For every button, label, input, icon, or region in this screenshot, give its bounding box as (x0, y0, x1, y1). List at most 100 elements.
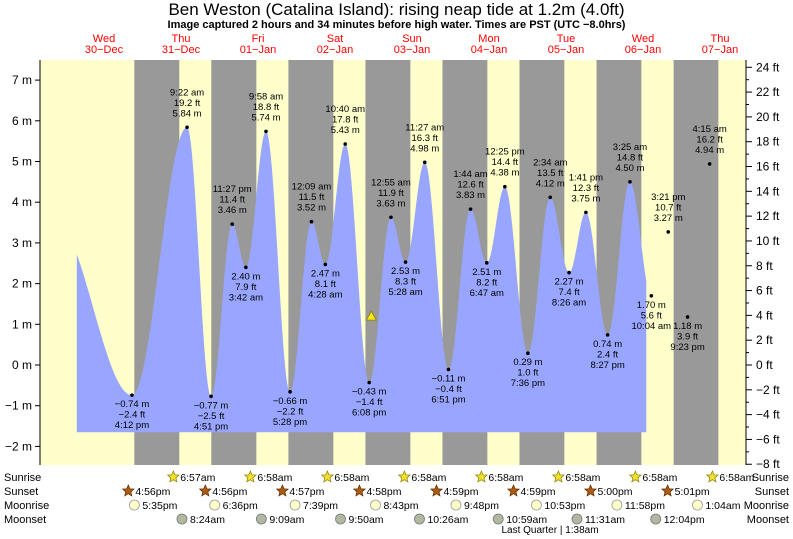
tide-extreme-label: 12:55 am (371, 177, 411, 188)
sunset-icon (352, 484, 367, 497)
left-axis-tick-label: 2 m (12, 277, 32, 291)
tide-extreme-label: 17.8 ft (332, 114, 359, 125)
moonrise-icon (531, 499, 542, 511)
tide-extreme-label: 5:28 am (388, 287, 422, 298)
tide-extreme-label: −1.4 ft (356, 397, 383, 408)
sunrise-icon (705, 470, 719, 483)
tide-extreme-label: 5.43 m (331, 125, 360, 136)
moonset-time: 10:26am (427, 514, 468, 526)
right-axis-tick-label: −2 ft (756, 383, 780, 397)
tide-extreme-label: 9:22 am (170, 87, 204, 98)
sunrise-time: 6:58am (642, 472, 677, 484)
day-label-weekday: Sat (327, 33, 344, 45)
tide-extreme-label: −2.5 ft (198, 411, 225, 422)
day-label-weekday: Mon (478, 33, 499, 45)
tide-extreme-label: 3.27 m (654, 213, 683, 224)
tide-extreme-point (567, 270, 571, 275)
tide-extreme-label: 2.27 m (555, 277, 584, 288)
moonrise-icon (209, 499, 221, 511)
moonset-time: 10:59am (506, 514, 547, 526)
tide-extreme-point (323, 262, 328, 267)
tide-extreme-label: −0.74 m (115, 399, 150, 410)
right-axis-tick-label: 24 ft (756, 60, 780, 74)
tide-extreme-label: 12.3 ft (573, 183, 600, 194)
tide-extreme-point (548, 195, 553, 200)
night-band (673, 60, 719, 465)
moonset-time: 12:04pm (664, 514, 705, 526)
left-axis-tick-label: −2 m (5, 439, 32, 453)
tide-extreme-label: 18.8 ft (253, 102, 280, 113)
tide-extreme-label: 3.75 m (571, 193, 600, 204)
tide-extreme-label: 4:51 pm (194, 421, 228, 432)
day-label-weekday: Wed (93, 33, 115, 45)
tide-extreme-label: 1.0 ft (517, 368, 538, 379)
sunset-time: 4:57pm (289, 486, 324, 498)
tide-extreme-label: 5.74 m (251, 112, 280, 123)
moonset-icon (255, 513, 267, 525)
almanac-layer: Sunrise Sunrise Sunset Sunset Moonrise Moonri… (4, 470, 789, 536)
tide-extreme-label: 4.50 m (615, 163, 644, 174)
left-axis-tick-label: 6 m (12, 114, 32, 128)
sunrise-time: 6:58am (257, 472, 292, 484)
tide-extreme-label: −0.77 m (194, 400, 229, 411)
tide-extreme-label: 1:44 am (453, 169, 487, 180)
right-axis-tick-label: −4 ft (756, 408, 780, 422)
tide-extreme-point (264, 129, 268, 134)
right-axis-tick-label: 18 ft (756, 135, 780, 149)
tide-extreme-label: 11.5 ft (299, 192, 325, 203)
day-label-weekday: Wed (632, 33, 654, 45)
tide-extreme-point (584, 210, 588, 215)
tide-extreme-point (484, 261, 489, 265)
tide-extreme-point (446, 367, 451, 372)
moonrise-time: 6:36pm (223, 500, 258, 512)
moonrise-time: 10:53pm (544, 500, 585, 512)
tide-extreme-label: 2.40 m (231, 271, 260, 282)
tide-extreme-label: 5.84 m (173, 108, 202, 119)
tide-extreme-point (422, 160, 427, 165)
right-axis-tick-label: 4 ft (756, 308, 773, 322)
day-label-date: 03−Jan (394, 44, 430, 56)
tide-extreme-point (526, 351, 530, 355)
tide-extreme-label: 8.2 ft (476, 277, 497, 288)
sunset-icon (429, 484, 444, 497)
chart-title: Ben Weston (Catalina Island): rising nea… (168, 0, 625, 19)
sunset-icon (583, 484, 598, 497)
right-axis-tick-label: 10 ft (756, 234, 780, 248)
tide-extreme-point (503, 184, 507, 189)
almanac-row-label-right: Moonset (747, 514, 789, 526)
sunset-icon (198, 484, 212, 497)
tide-extreme-label: 3.46 m (218, 205, 247, 216)
tide-extreme-label: 2.4 ft (597, 349, 618, 360)
tide-extreme-label: 8.3 ft (395, 277, 416, 288)
sunrise-time: 6:58am (411, 472, 446, 484)
tide-extreme-point (707, 162, 712, 166)
sunrise-time: 6:58am (488, 472, 523, 484)
tide-extreme-label: 4:28 am (308, 289, 342, 300)
tide-extreme-label: 11:27 am (405, 122, 444, 133)
day-label-date: 05−Jan (548, 44, 584, 56)
current-tide-marker (365, 310, 377, 321)
moonrise-time: 1:04am (705, 500, 740, 512)
tide-extreme-label: 8.1 ft (315, 279, 336, 290)
tide-extreme-point (367, 380, 371, 385)
tide-extreme-label: 4.12 m (536, 178, 565, 189)
right-axis-tick-label: 22 ft (756, 85, 780, 99)
tide-extreme-label: 14.4 ft (492, 157, 519, 168)
tide-extreme-label: 4.98 m (410, 143, 439, 154)
almanac-row-label-left: Moonrise (4, 500, 49, 512)
left-axis-tick-label: 3 m (12, 236, 32, 250)
sunset-time: 4:58pm (366, 486, 401, 498)
day-label-date: 04−Jan (471, 44, 507, 56)
day-label-date: 31−Dec (162, 44, 201, 56)
sunset-time: 5:00pm (598, 486, 633, 498)
left-axis-tick-label: 7 m (12, 73, 32, 87)
moonrise-icon (450, 499, 462, 511)
tide-extreme-label: 3.83 m (456, 190, 485, 201)
day-label-date: 06−Jan (625, 44, 661, 56)
moonrise-icon (129, 499, 140, 511)
tide-extreme-label: 2.53 m (391, 266, 420, 277)
tide-extreme-label: −2.4 ft (119, 410, 146, 421)
tide-extreme-point (244, 265, 248, 270)
